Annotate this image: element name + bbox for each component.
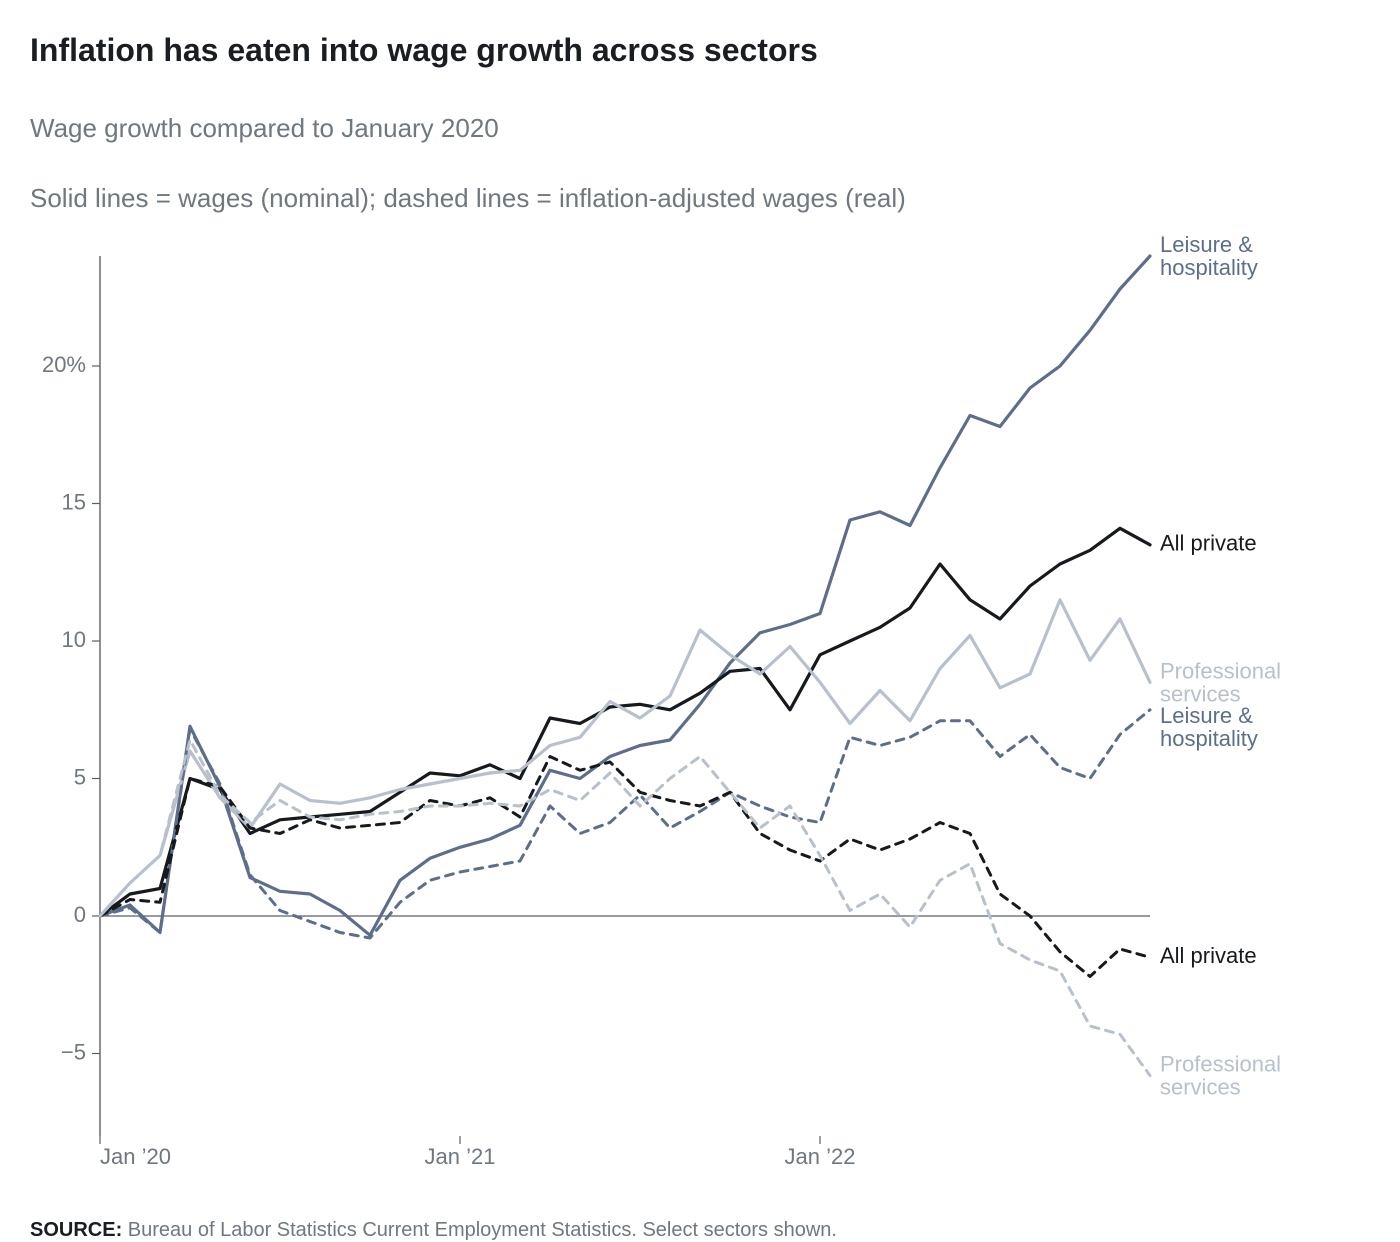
y-tick-label: 20% [42,352,86,377]
y-tick-label: 0 [74,902,86,927]
chart-title: Inflation has eaten into wage growth acr… [30,30,1370,70]
series-leisure_real [100,710,1150,938]
y-tick-label: 10 [62,627,86,652]
series-end-label: Leisure &hospitality [1160,703,1258,751]
subtitle-line-2: Solid lines = wages (nominal); dashed li… [30,183,906,213]
y-tick-label: −5 [61,1040,86,1065]
source-text: Bureau of Labor Statistics Current Emplo… [122,1219,837,1241]
series-professional_nominal [100,600,1150,916]
source-label: SOURCE: [30,1219,122,1241]
series-end-label: Professionalservices [1160,1052,1281,1100]
series-end-label: Professionalservices [1160,659,1281,707]
series-leisure_nominal [100,256,1150,935]
chart-source: SOURCE: Bureau of Labor Statistics Curre… [30,1219,1370,1242]
subtitle-line-1: Wage growth compared to January 2020 [30,113,499,143]
series-professional_real [100,740,1150,1076]
chart-subtitle: Wage growth compared to January 2020 Sol… [30,76,1370,216]
series-end-label: All private [1160,943,1257,968]
series-all_private_nominal [100,529,1150,917]
series-end-label: Leisure &hospitality [1160,236,1258,280]
series-end-label: All private [1160,531,1257,556]
x-tick-label: Jan ’21 [425,1144,496,1169]
chart-container: −5 0 5 10 15 20% Jan ’20 Jan ’21 Jan ’22 Leisure … [30,236,1370,1201]
x-tick-label: Jan ’22 [785,1144,856,1169]
y-tick-label: 15 [62,490,86,515]
line-chart: −5 0 5 10 15 20% Jan ’20 Jan ’21 Jan ’22 Leisure … [30,236,1370,1196]
y-tick-label: 5 [74,765,86,790]
x-tick-label: Jan ’20 [100,1144,171,1169]
